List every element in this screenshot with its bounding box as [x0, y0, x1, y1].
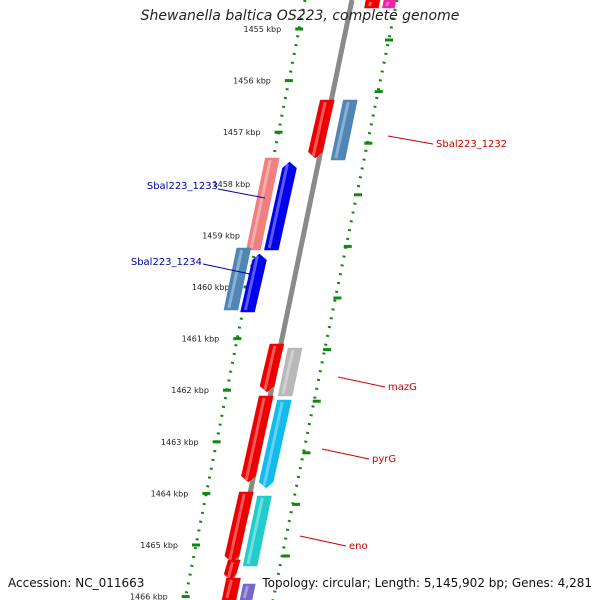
gene-label-leader: [202, 263, 251, 275]
dotted-guide-lines: [183, 0, 399, 600]
gene-block[interactable]: [308, 99, 335, 159]
gene-block[interactable]: [223, 559, 241, 581]
gene-block[interactable]: [330, 99, 358, 161]
scale-tick-label: 1460 kbp: [192, 283, 230, 292]
scale-tick-label: 1456 kbp: [233, 77, 271, 86]
gene-label[interactable]: Sbal223_1234: [131, 257, 202, 268]
gene-shading: [267, 163, 289, 249]
scale-tick-label: 1464 kbp: [151, 489, 189, 498]
scale-ticks: 1455 kbp 1456 kbp 1457 kbp 1458 kbp 1459 kbp…: [130, 25, 393, 600]
gene-block[interactable]: [364, 0, 381, 9]
scale-tick-label: 1466 kbp: [130, 593, 168, 600]
scale-tick-label: 1455 kbp: [243, 25, 281, 34]
gene-shading: [334, 101, 350, 159]
gene-label[interactable]: eno: [349, 541, 368, 552]
scale-tick-label: 1465 kbp: [140, 541, 178, 550]
gene-block[interactable]: [240, 253, 267, 313]
scale-tick-label: 1462 kbp: [171, 386, 209, 395]
gene-shading: [226, 561, 234, 579]
gene-label[interactable]: Sbal223_1233: [147, 181, 218, 192]
gene-label-leader: [321, 448, 370, 460]
gene-shading: [228, 493, 246, 561]
gene-shading: [242, 585, 249, 599]
gene-shading: [385, 1, 390, 7]
gene-block[interactable]: [242, 495, 272, 567]
scale-tick-label: 1459 kbp: [202, 231, 240, 240]
topology-text: Topology: circular; Length: 5,145,902 bp…: [262, 576, 592, 590]
gene-label-leader: [299, 535, 347, 547]
gene-shading: [249, 159, 272, 249]
gene-shading: [263, 345, 277, 391]
gene-block[interactable]: [241, 395, 274, 483]
gene-block[interactable]: [264, 161, 297, 251]
scale-tick-label: 1457 kbp: [223, 128, 261, 137]
gene-label[interactable]: pyrG: [372, 454, 396, 465]
gene-block[interactable]: [239, 583, 256, 600]
gene-shading: [262, 401, 284, 487]
gene-shading: [367, 1, 373, 7]
gene-block[interactable]: [221, 577, 241, 600]
gene-label-leader: [337, 376, 386, 388]
gene-label-leader: [217, 188, 266, 199]
gene-block[interactable]: [224, 491, 254, 563]
gene-labels: Sbal223_1232 Sbal223_1233 Sbal223_1234 mazG…: [131, 135, 507, 552]
dotted-guide-right: [271, 0, 399, 600]
gene-features: [221, 0, 397, 600]
gene-shading: [244, 397, 266, 481]
map-title: Shewanella baltica OS223, complete genom…: [140, 8, 460, 24]
gene-shading: [227, 249, 244, 309]
gene-shading: [311, 101, 327, 157]
scale-tick-label: 1458 kbp: [213, 180, 251, 189]
gene-block[interactable]: [246, 157, 280, 251]
gene-shading: [246, 497, 264, 565]
gene-block[interactable]: [258, 399, 292, 489]
gene-shading: [281, 349, 295, 395]
gene-block[interactable]: [223, 247, 252, 311]
accession-text: Accession: NC_011663: [8, 576, 145, 590]
gene-block[interactable]: [382, 0, 397, 9]
scale-tick-label: 1461 kbp: [182, 335, 220, 344]
gene-label[interactable]: Sbal223_1232: [436, 139, 507, 150]
scale-tick-label: 1463 kbp: [161, 438, 199, 447]
gene-label-leader: [387, 135, 434, 145]
gene-shading: [243, 255, 259, 311]
gene-block[interactable]: [277, 347, 303, 397]
gene-block[interactable]: [259, 343, 285, 393]
gene-shading: [225, 579, 233, 599]
gene-label[interactable]: mazG: [388, 382, 417, 393]
